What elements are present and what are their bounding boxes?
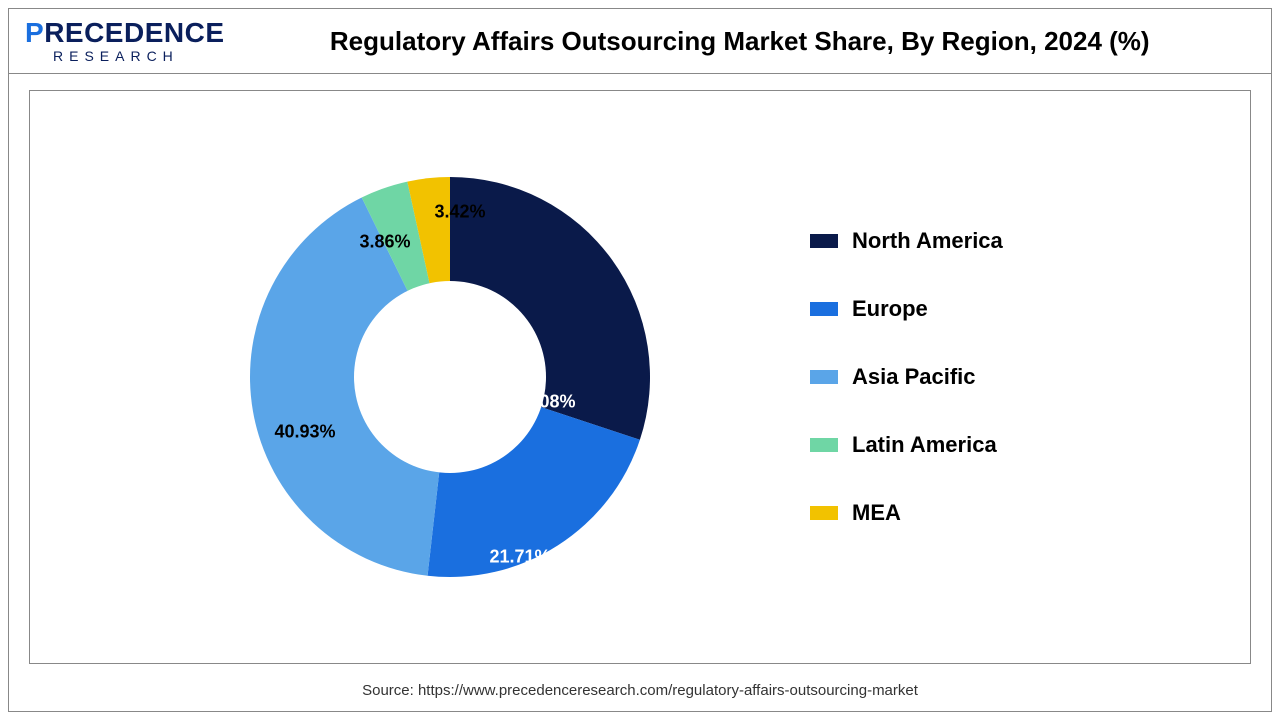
- legend-swatch: [810, 302, 838, 316]
- legend-item-north-america: North America: [810, 228, 1003, 254]
- legend-label: Asia Pacific: [852, 364, 976, 390]
- logo-subtext: RESEARCH: [53, 49, 179, 63]
- chart-frame: 30.08% 21.71% 40.93% 3.86% 3.42% North Ameri…: [29, 90, 1251, 664]
- legend-item-europe: Europe: [810, 296, 1003, 322]
- outer-frame: PRECEDENCE RESEARCH Regulatory Affairs O…: [8, 8, 1272, 712]
- brand-logo: PRECEDENCE RESEARCH: [25, 19, 225, 63]
- legend-label: Europe: [852, 296, 928, 322]
- logo-rest: RECEDENCE: [44, 17, 224, 48]
- source-citation: Source: https://www.precedenceresearch.c…: [9, 674, 1271, 711]
- legend-label: North America: [852, 228, 1003, 254]
- slice-label-mea: 3.42%: [434, 202, 485, 223]
- legend-item-mea: MEA: [810, 500, 1003, 526]
- legend-swatch: [810, 234, 838, 248]
- slice-label-asia-pacific: 40.93%: [274, 422, 335, 443]
- chart-legend: North America Europe Asia Pacific Latin Ame…: [810, 228, 1003, 526]
- legend-item-asia-pacific: Asia Pacific: [810, 364, 1003, 390]
- legend-swatch: [810, 438, 838, 452]
- donut-hole: [354, 281, 546, 473]
- source-prefix: Source:: [362, 682, 418, 699]
- source-url: https://www.precedenceresearch.com/regul…: [418, 682, 918, 699]
- legend-swatch: [810, 506, 838, 520]
- slice-label-latin-america: 3.86%: [359, 232, 410, 253]
- header-row: PRECEDENCE RESEARCH Regulatory Affairs O…: [9, 9, 1271, 74]
- legend-swatch: [810, 370, 838, 384]
- legend-label: Latin America: [852, 432, 997, 458]
- logo-accent-letter: P: [25, 17, 44, 48]
- slice-label-europe: 21.71%: [489, 547, 550, 568]
- logo-wordmark: PRECEDENCE: [25, 19, 225, 47]
- chart-title: Regulatory Affairs Outsourcing Market Sh…: [225, 26, 1256, 57]
- legend-label: MEA: [852, 500, 901, 526]
- legend-item-latin-america: Latin America: [810, 432, 1003, 458]
- slice-label-north-america: 30.08%: [514, 392, 575, 413]
- donut-chart: 30.08% 21.71% 40.93% 3.86% 3.42%: [210, 137, 690, 617]
